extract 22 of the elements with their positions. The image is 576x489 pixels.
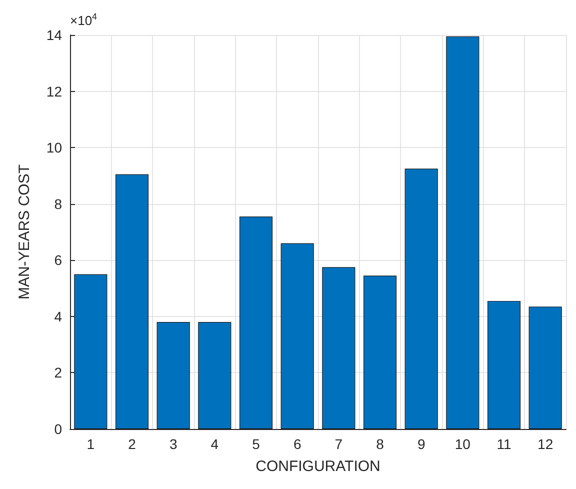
x-tick-label: 3 (169, 436, 178, 452)
x-tick-label: 2 (128, 436, 136, 452)
y-tick-label: 0 (54, 421, 62, 437)
x-tick-label: 6 (293, 436, 302, 452)
x-tick-label: 1 (86, 436, 95, 452)
x-tick-label: 12 (538, 436, 554, 452)
y-tick-label: 6 (54, 252, 62, 268)
y-axis-title: MAN-YEARS COST (16, 164, 33, 300)
y-tick-label: 10 (46, 140, 62, 156)
x-tick-label: 5 (252, 436, 260, 452)
y-tick-label: 14 (46, 27, 62, 43)
x-tick-label: 4 (210, 436, 219, 452)
x-tick-label: 9 (417, 436, 426, 452)
y-tick-label: 4 (54, 308, 62, 324)
x-tick-label: 11 (496, 436, 512, 452)
x-tick-label: 7 (334, 436, 343, 452)
y-tick-label: 8 (54, 196, 62, 212)
x-tick-label: 8 (376, 436, 384, 452)
x-axis-title: CONFIGURATION (256, 458, 380, 475)
y-tick-label: 2 (54, 364, 62, 381)
x-tick-label: 10 (454, 436, 471, 452)
y-tick-label: 12 (46, 83, 62, 100)
